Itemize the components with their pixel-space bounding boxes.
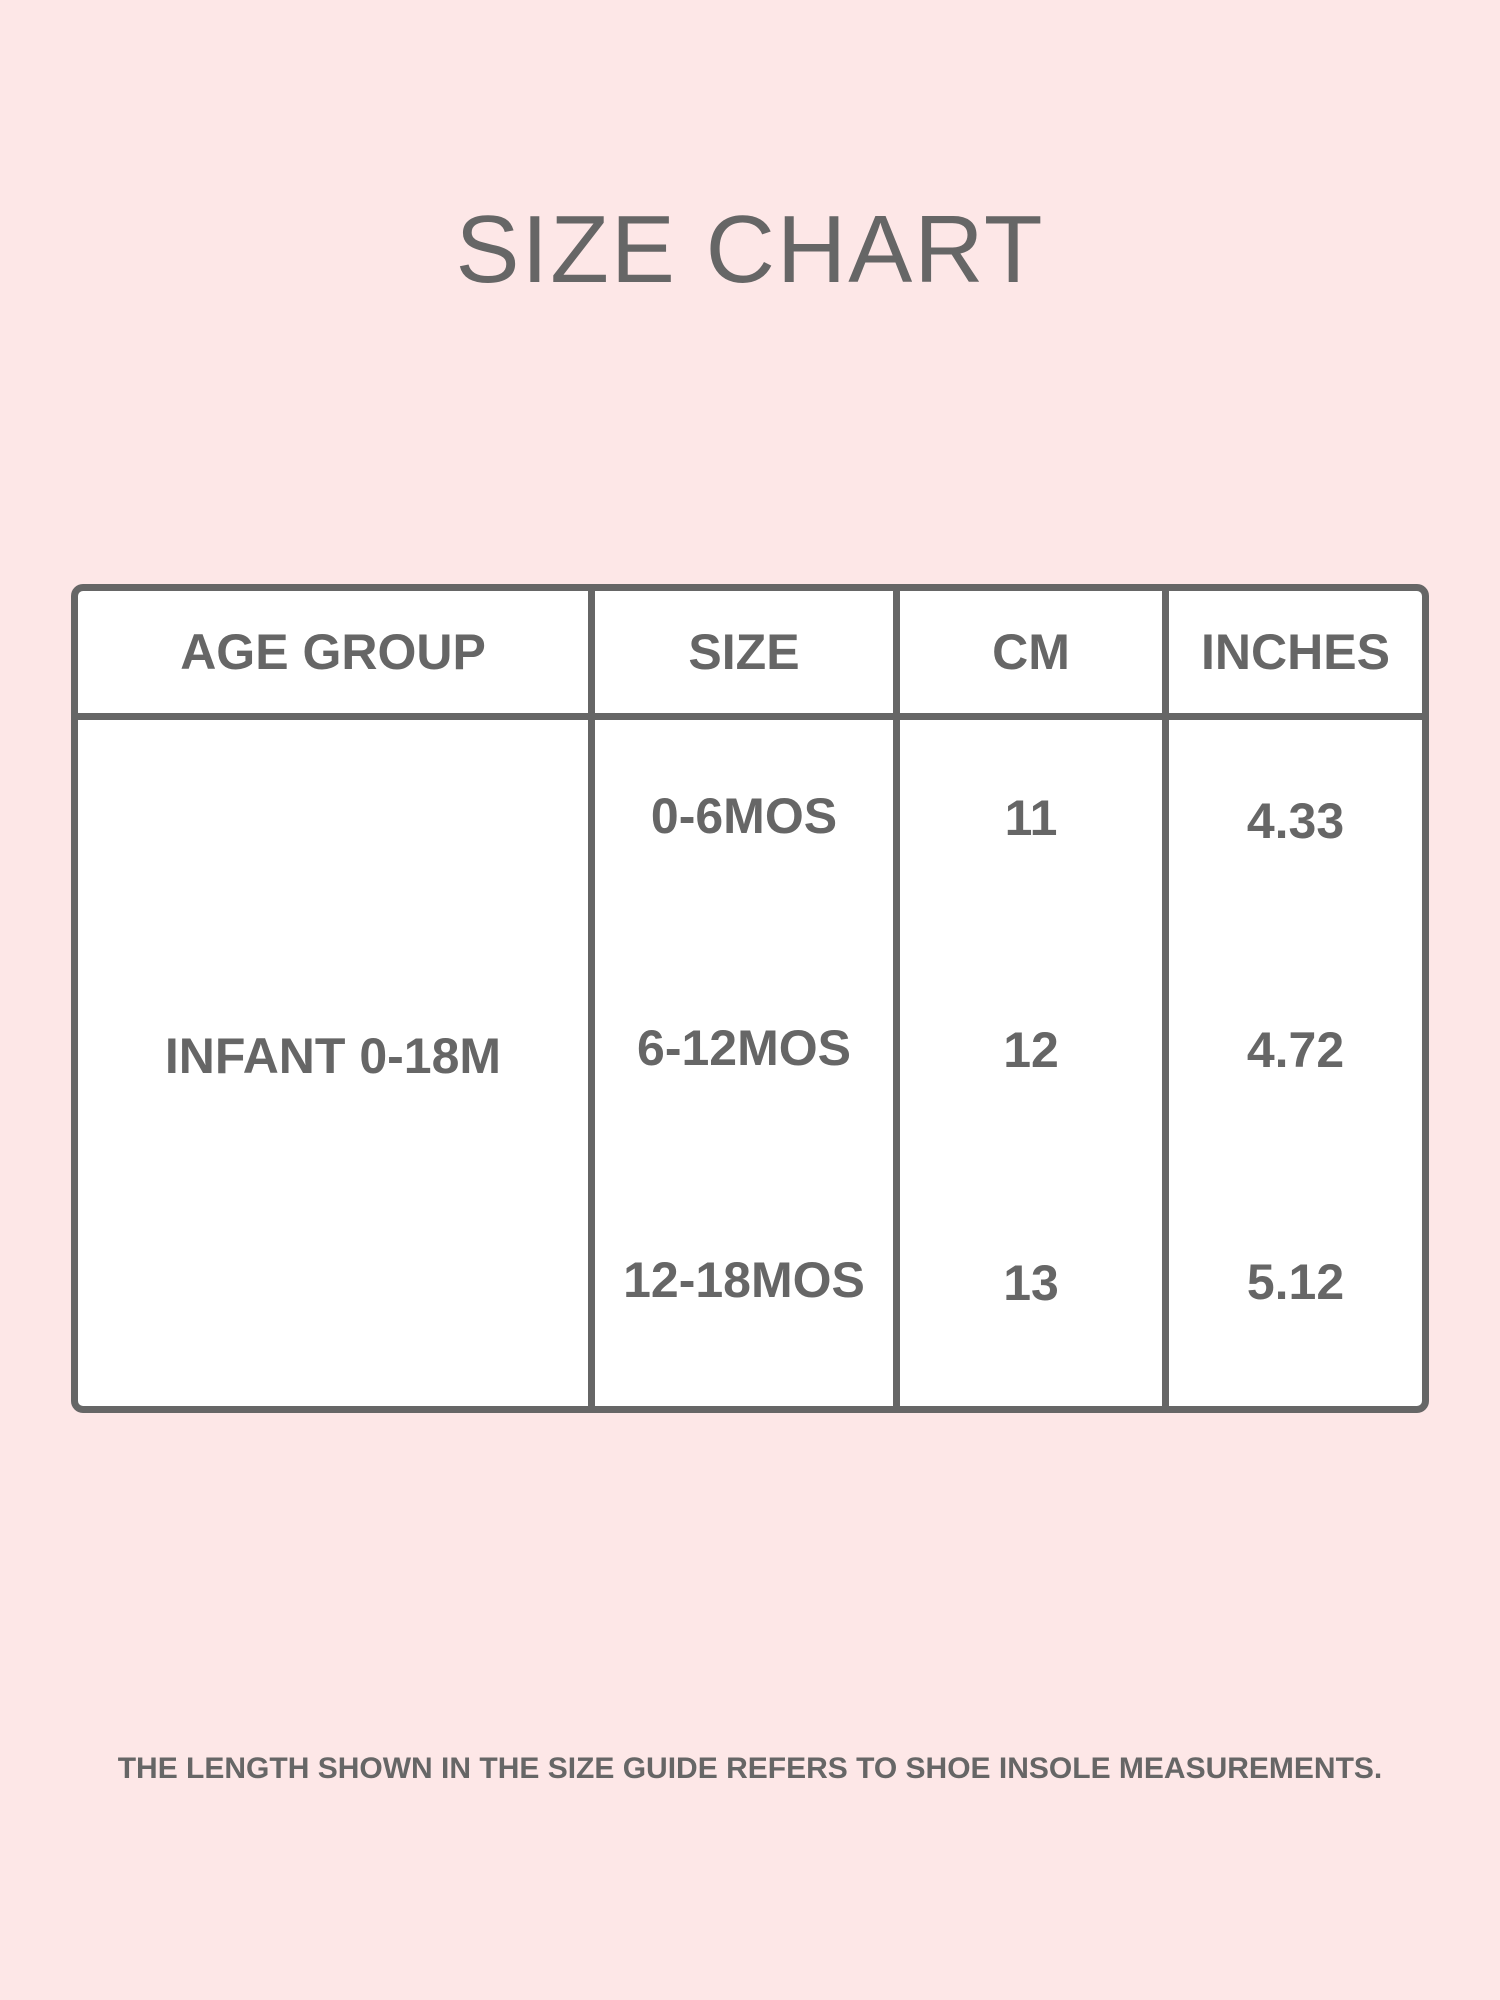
cm-cell: 11 bbox=[1004, 790, 1058, 846]
age-group-cell: INFANT 0-18M bbox=[164, 1028, 502, 1084]
column-divider bbox=[893, 591, 900, 1406]
column-divider bbox=[588, 591, 595, 1406]
page-title: SIZE CHART bbox=[455, 196, 1045, 303]
cm-cell: 12 bbox=[1003, 1022, 1059, 1078]
inches-cell: 5.12 bbox=[1246, 1254, 1345, 1310]
column-divider bbox=[1162, 591, 1169, 1406]
cm-cell: 13 bbox=[1003, 1255, 1059, 1311]
size-cell: 0-6MOS bbox=[650, 788, 838, 844]
inches-cell: 4.33 bbox=[1246, 793, 1345, 849]
header-size: SIZE bbox=[688, 624, 800, 680]
inches-cell: 4.72 bbox=[1246, 1022, 1345, 1078]
size-chart-table: AGE GROUP SIZE CM INCHES INFANT 0-18M 0-… bbox=[71, 584, 1429, 1413]
size-cell: 12-18MOS bbox=[623, 1252, 865, 1308]
size-cell: 6-12MOS bbox=[637, 1020, 851, 1076]
footnote: THE LENGTH SHOWN IN THE SIZE GUIDE REFER… bbox=[117, 1752, 1383, 1785]
header-divider bbox=[78, 713, 1422, 720]
header-inches: INCHES bbox=[1201, 624, 1390, 680]
header-cm: CM bbox=[992, 624, 1070, 680]
header-age-group: AGE GROUP bbox=[180, 624, 486, 680]
